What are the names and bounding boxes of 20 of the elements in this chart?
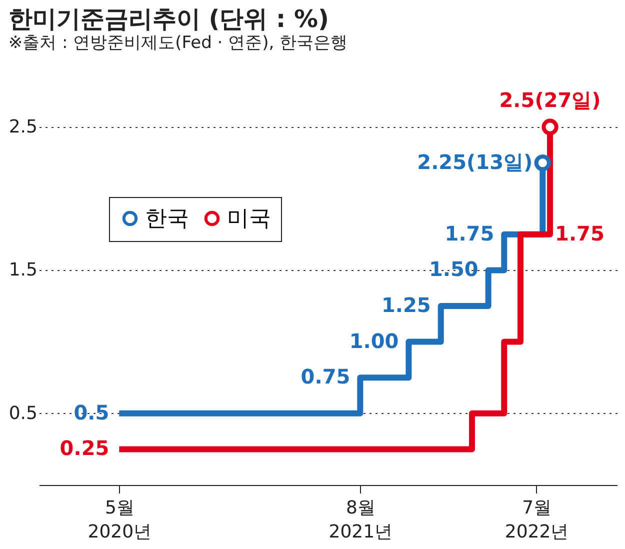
data-label: 2.5(27일) — [499, 88, 601, 112]
y-tick-label: 1.5 — [8, 260, 38, 281]
y-tick-label: 2.5 — [8, 116, 38, 138]
legend-label: 미국 — [227, 206, 271, 232]
legend-label: 한국 — [145, 206, 189, 232]
data-label: 1.75 — [444, 221, 494, 246]
data-label: 1.75 — [555, 221, 604, 246]
data-label: 1.25 — [382, 293, 431, 317]
x-tick-label: 5월 2020년 — [88, 498, 152, 542]
data-label: 0.75 — [300, 364, 350, 389]
data-label: 0.25 — [60, 436, 110, 460]
chart-subtitle: ※출처 : 연방준비제도(Fed · 연준), 한국은행 — [8, 33, 348, 53]
data-label: 1.00 — [349, 328, 399, 353]
chart-title: 한미기준금리추이 (단위 : %) — [8, 5, 330, 33]
x-tick-label: 7월 2022년 — [504, 498, 569, 542]
x-tick-label: 8월 2021년 — [328, 498, 393, 542]
y-tick-label: 0.5 — [8, 402, 38, 424]
data-label: 0.5 — [74, 400, 110, 424]
data-label: 1.50 — [428, 257, 478, 282]
data-label: 2.25(13일) — [417, 150, 533, 174]
